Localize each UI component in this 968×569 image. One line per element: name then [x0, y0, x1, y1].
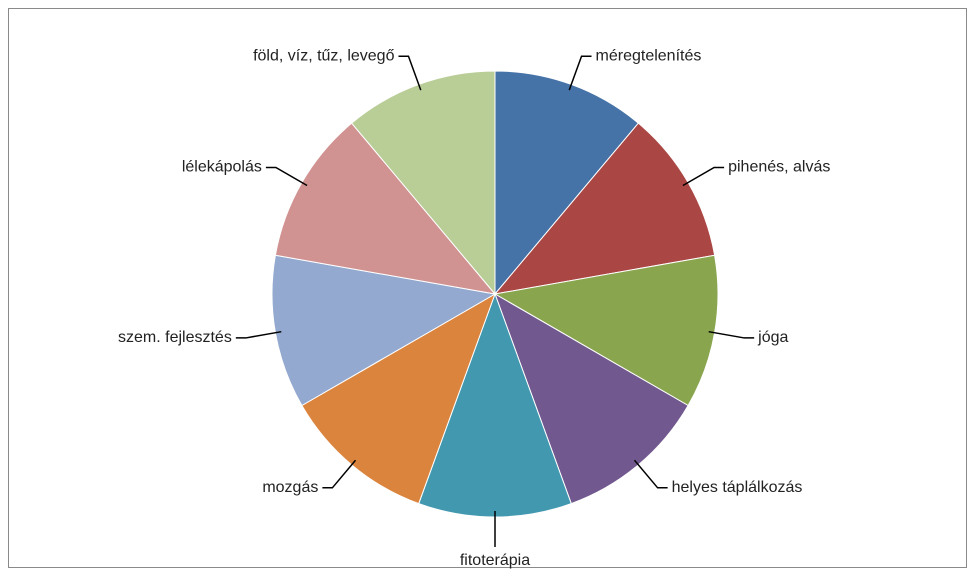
- slice-label: mozgás: [262, 479, 318, 496]
- slice-label: méregtelenítés: [596, 47, 702, 64]
- leader-line: [568, 55, 592, 91]
- leader-line: [708, 330, 755, 339]
- leader-line: [265, 166, 308, 187]
- slice-label: lélekápolás: [182, 159, 262, 176]
- slice-label: föld, víz, tűz, levegő: [253, 47, 395, 64]
- leader-line: [398, 55, 422, 91]
- slice-label: helyes táplálkozás: [672, 479, 803, 496]
- leader-line: [633, 459, 668, 489]
- leader-line: [322, 459, 357, 489]
- leader-line: [682, 166, 725, 187]
- leader-line: [235, 330, 282, 339]
- slice-label: jóga: [757, 329, 788, 346]
- slice-label: szem. fejlesztés: [118, 329, 232, 346]
- slice-label: fitoterápia: [460, 552, 530, 569]
- slice-label: pihenés, alvás: [728, 159, 830, 176]
